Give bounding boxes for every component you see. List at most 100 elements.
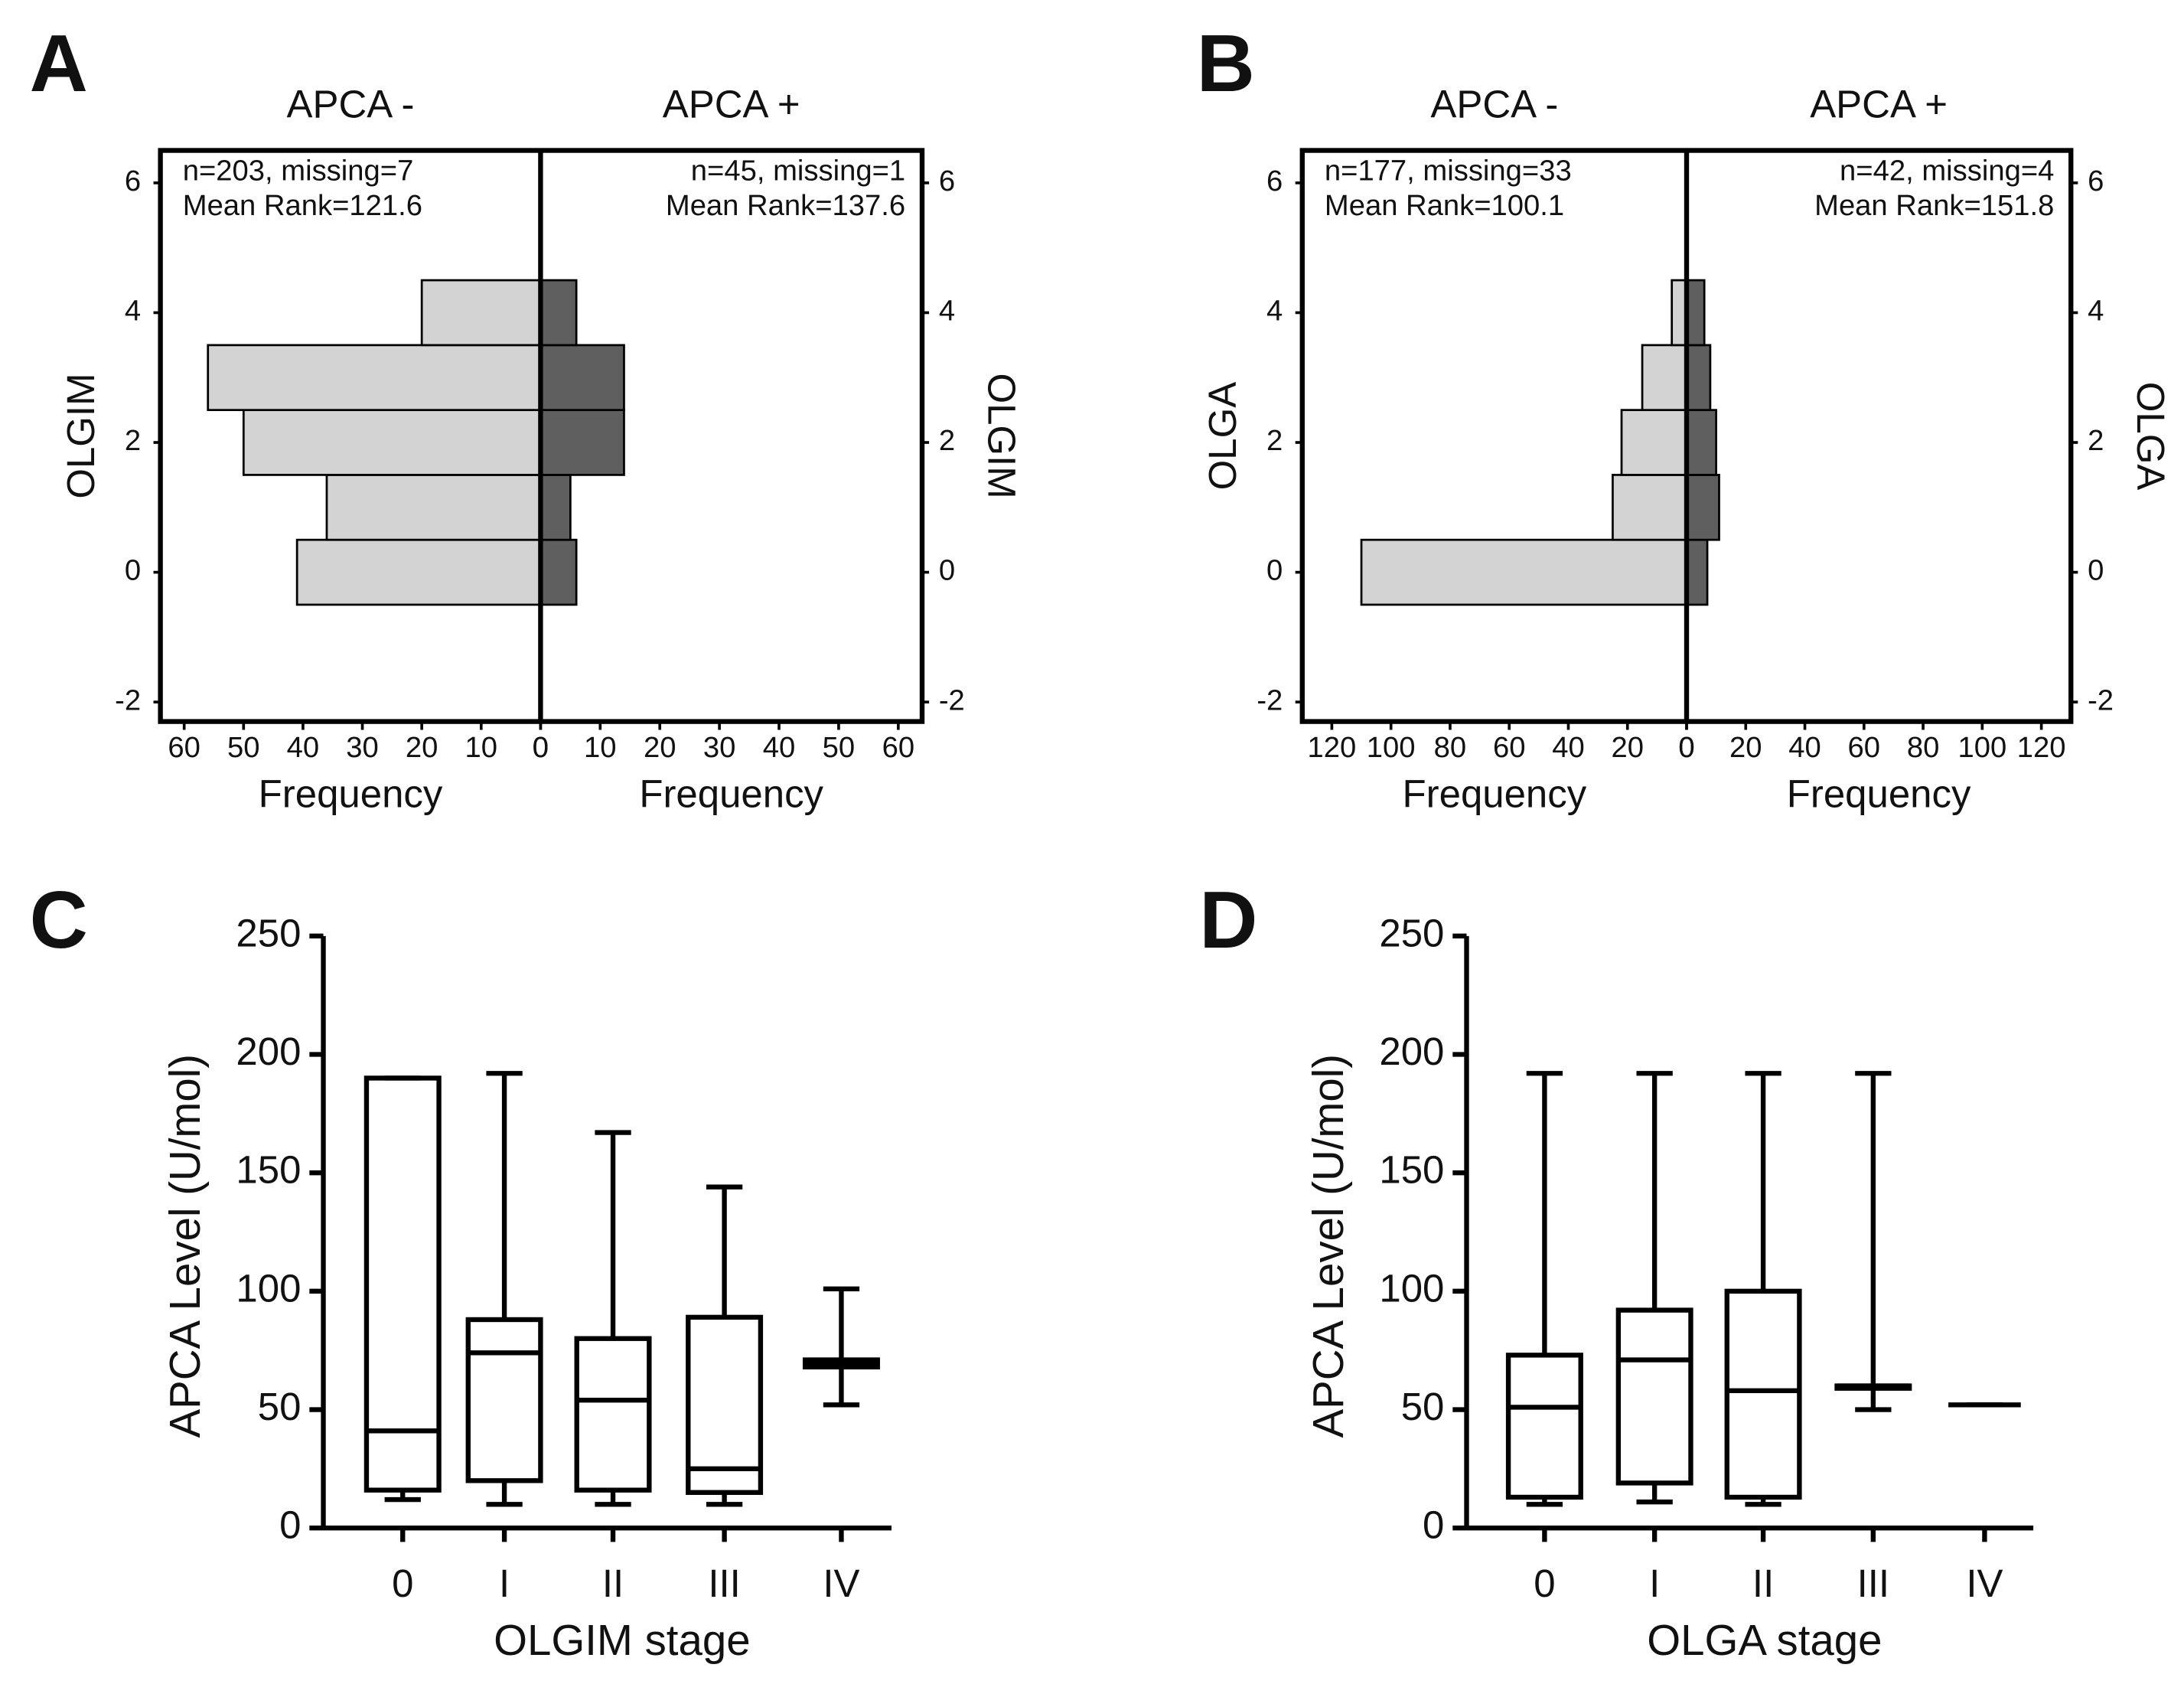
x-tick-label: 0 bbox=[1678, 731, 1694, 764]
annotation: Mean Rank=121.6 bbox=[183, 189, 422, 222]
x-tick-label: 50 bbox=[227, 731, 260, 764]
x-tick-label: 60 bbox=[168, 731, 200, 764]
x-tick-label: 40 bbox=[1552, 731, 1585, 764]
y-tick-label: 6 bbox=[1266, 165, 1283, 197]
y-tick-label: 250 bbox=[236, 911, 301, 955]
x-tick-label: 50 bbox=[823, 731, 855, 764]
y-tick-label: 100 bbox=[236, 1266, 301, 1310]
x-tick-label: 10 bbox=[465, 731, 498, 764]
y-tick-label: 0 bbox=[2088, 554, 2104, 587]
x-axis-label: Frequency bbox=[639, 772, 823, 815]
x-tick-label: 10 bbox=[584, 731, 617, 764]
panel-letter: D bbox=[1199, 875, 1257, 965]
box bbox=[465, 1317, 543, 1483]
x-tick-label: II bbox=[1752, 1562, 1774, 1605]
x-tick-label: 30 bbox=[703, 731, 736, 764]
bar bbox=[539, 279, 578, 347]
bar bbox=[295, 538, 542, 606]
y-tick-label: 0 bbox=[125, 554, 141, 587]
x-tick-label: 60 bbox=[1848, 731, 1881, 764]
x-axis-label: OLGIM stage bbox=[494, 1616, 750, 1664]
y-axis-label: OLGIM bbox=[980, 373, 1024, 498]
y-tick-label: 0 bbox=[1266, 554, 1283, 587]
series-title: APCA - bbox=[287, 83, 415, 126]
x-tick-label: 80 bbox=[1907, 731, 1940, 764]
y-tick-label: 50 bbox=[1401, 1385, 1445, 1428]
x-tick-label: 30 bbox=[346, 731, 379, 764]
panel-letter: C bbox=[30, 875, 88, 965]
y-tick-label: 150 bbox=[1379, 1148, 1444, 1192]
bar bbox=[325, 474, 542, 541]
bar bbox=[539, 344, 625, 412]
x-tick-label: 60 bbox=[882, 731, 915, 764]
box bbox=[1615, 1307, 1693, 1486]
bar bbox=[420, 279, 542, 347]
panel-letter: B bbox=[1197, 18, 1255, 109]
bar bbox=[1685, 474, 1720, 541]
y-tick-label: 4 bbox=[939, 295, 955, 328]
y-tick-label: 100 bbox=[1379, 1266, 1444, 1310]
y-tick-label: -2 bbox=[939, 684, 965, 716]
x-tick-label: II bbox=[602, 1562, 624, 1605]
box bbox=[574, 1336, 652, 1493]
bar bbox=[207, 344, 542, 412]
y-axis-label: OLGIM bbox=[59, 373, 103, 498]
y-tick-label: -2 bbox=[115, 684, 141, 716]
box bbox=[1505, 1353, 1583, 1500]
x-tick-label: 0 bbox=[392, 1562, 413, 1605]
bar bbox=[1641, 344, 1688, 412]
y-tick-label: -2 bbox=[2088, 684, 2114, 716]
bar bbox=[1360, 538, 1688, 606]
x-tick-label: IV bbox=[1966, 1562, 2003, 1605]
annotation: n=45, missing=1 bbox=[691, 155, 905, 188]
y-axis-label: OLGA bbox=[2129, 382, 2173, 491]
bar bbox=[1685, 279, 1706, 347]
y-tick-label: 6 bbox=[939, 165, 955, 197]
y-tick-label: 250 bbox=[1379, 911, 1444, 955]
y-tick-label: -2 bbox=[1257, 684, 1283, 716]
y-tick-label: 0 bbox=[1423, 1503, 1444, 1547]
y-axis-label: APCA Level (U/mol) bbox=[1304, 1054, 1352, 1438]
annotation: Mean Rank=100.1 bbox=[1325, 189, 1564, 222]
x-tick-label: 120 bbox=[2017, 731, 2066, 764]
x-axis-label: Frequency bbox=[259, 772, 443, 815]
x-tick-label: 20 bbox=[1611, 731, 1644, 764]
x-tick-label: 40 bbox=[763, 731, 795, 764]
y-tick-label: 4 bbox=[125, 295, 141, 328]
x-axis-label: Frequency bbox=[1403, 772, 1587, 815]
x-tick-label: 40 bbox=[1788, 731, 1821, 764]
x-tick-label: IV bbox=[823, 1562, 859, 1605]
y-tick-label: 50 bbox=[258, 1385, 302, 1428]
y-tick-label: 4 bbox=[1266, 295, 1283, 328]
bar bbox=[1685, 409, 1718, 476]
y-tick-label: 200 bbox=[236, 1030, 301, 1073]
x-tick-label: III bbox=[708, 1562, 740, 1605]
annotation: n=177, missing=33 bbox=[1325, 155, 1572, 188]
y-tick-label: 2 bbox=[1266, 424, 1283, 457]
y-tick-label: 0 bbox=[939, 554, 955, 587]
x-tick-label: 0 bbox=[1678, 731, 1694, 764]
y-tick-label: 2 bbox=[2088, 424, 2104, 457]
x-tick-label: I bbox=[499, 1562, 510, 1605]
bar bbox=[1685, 344, 1712, 412]
x-tick-label: 20 bbox=[644, 731, 676, 764]
series-title: APCA + bbox=[1810, 83, 1948, 126]
y-tick-label: 4 bbox=[2088, 295, 2104, 328]
x-tick-label: 60 bbox=[1493, 731, 1526, 764]
x-tick-label: 0 bbox=[533, 731, 549, 764]
box bbox=[1724, 1288, 1802, 1500]
bar bbox=[539, 538, 578, 606]
y-tick-label: 150 bbox=[236, 1148, 301, 1192]
annotation: Mean Rank=151.8 bbox=[1814, 189, 2054, 222]
x-tick-label: 40 bbox=[287, 731, 320, 764]
x-tick-label: III bbox=[1857, 1562, 1889, 1605]
x-axis-label: Frequency bbox=[1787, 772, 1971, 815]
bar bbox=[1620, 409, 1688, 476]
x-tick-label: 20 bbox=[406, 731, 438, 764]
y-tick-label: 6 bbox=[2088, 165, 2104, 197]
x-tick-label: 120 bbox=[1308, 731, 1357, 764]
x-tick-label: I bbox=[1649, 1562, 1660, 1605]
y-tick-label: 0 bbox=[279, 1503, 301, 1547]
